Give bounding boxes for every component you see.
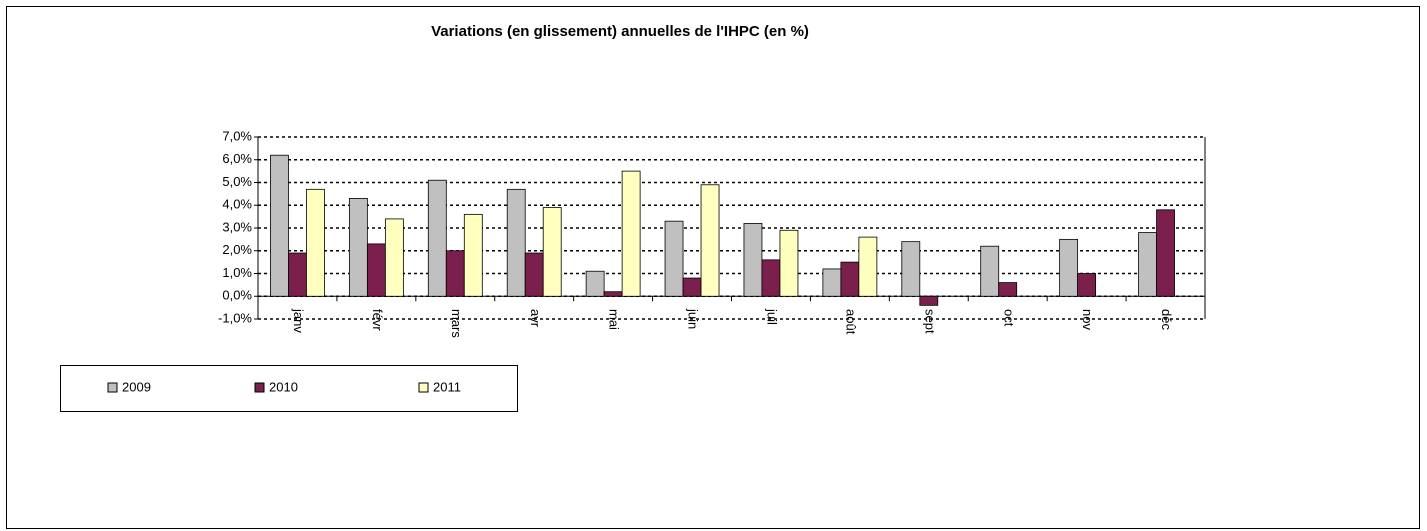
legend-swatch — [254, 382, 265, 393]
bar — [761, 259, 781, 297]
legend-label: 2011 — [433, 379, 461, 394]
bar — [840, 261, 860, 297]
x-tick-label: août — [843, 309, 858, 335]
chart-title: Variations (en glissement) annuelles de … — [431, 23, 809, 40]
bar — [998, 282, 1018, 297]
bar — [682, 277, 702, 297]
legend-label: 2010 — [269, 379, 298, 394]
bar — [779, 229, 799, 297]
x-tick-label: avr — [528, 309, 543, 328]
x-tick-label: nov — [1080, 309, 1095, 330]
y-tick-label: 0,0% — [222, 288, 252, 303]
legend-label: 2009 — [122, 379, 151, 394]
bar — [1138, 232, 1157, 297]
y-tick-label: 4,0% — [222, 197, 252, 212]
bar — [858, 236, 878, 297]
x-tick-label: mai — [607, 309, 622, 330]
bar — [288, 252, 307, 297]
bar — [542, 207, 562, 297]
x-tick-label: sept — [922, 309, 937, 334]
y-tick-label: 7,0% — [222, 128, 252, 143]
bar — [1059, 238, 1079, 297]
x-tick-label: juil — [765, 308, 780, 325]
bar — [463, 213, 483, 297]
bar — [524, 252, 544, 297]
bar — [664, 220, 684, 297]
bar — [585, 270, 605, 297]
y-tick-label: -1,0% — [218, 310, 252, 325]
bar — [743, 223, 763, 297]
bar — [603, 291, 623, 297]
bar — [348, 198, 368, 297]
y-tick-label: 2,0% — [222, 242, 252, 257]
bar — [1077, 273, 1097, 297]
x-tick-label: déc — [1159, 309, 1174, 330]
bar — [980, 245, 1000, 297]
y-tick-label: 1,0% — [222, 265, 252, 280]
bar — [700, 184, 720, 297]
bar — [427, 179, 447, 297]
legend-swatch — [418, 382, 429, 393]
bar — [901, 241, 921, 297]
bar — [1156, 209, 1175, 297]
bar — [506, 188, 526, 297]
bar — [270, 154, 289, 297]
legend-swatch — [107, 382, 118, 393]
bar — [822, 268, 842, 297]
x-tick-label: mars — [449, 309, 464, 338]
bar — [384, 218, 404, 297]
bar — [445, 250, 465, 297]
x-tick-label: oct — [1001, 309, 1016, 327]
bar — [919, 295, 939, 306]
bar — [306, 188, 325, 297]
bar — [621, 170, 641, 297]
x-tick-label: févr — [370, 309, 385, 331]
legend-box — [60, 365, 518, 412]
y-tick-label: 5,0% — [222, 174, 252, 189]
bar — [366, 243, 386, 297]
y-tick-label: 3,0% — [222, 219, 252, 234]
x-tick-label: juin — [686, 308, 701, 329]
x-tick-label: janv — [291, 308, 306, 333]
y-tick-label: 6,0% — [222, 151, 252, 166]
